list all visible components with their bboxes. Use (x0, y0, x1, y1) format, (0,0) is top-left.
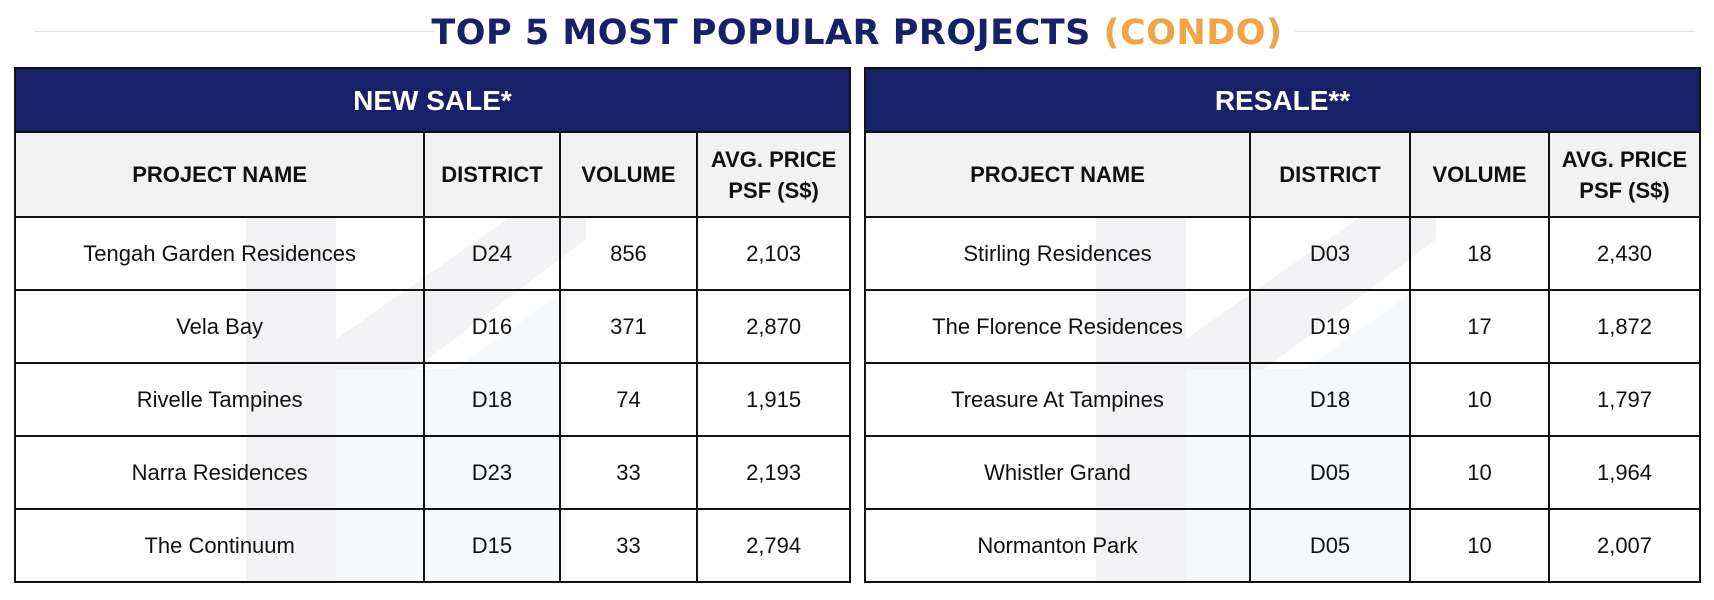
volume-cell: 33 (558, 508, 699, 581)
volume-cell: 10 (1409, 435, 1550, 510)
avg-price-cell: 2,794 (696, 508, 849, 581)
column-header-project-name: PROJECT NAME (16, 133, 426, 218)
volume-cell: 856 (558, 216, 699, 291)
project-name-cell: Normanton Park (866, 508, 1251, 581)
table-row: Rivelle Tampines D18 74 1,915 (16, 362, 849, 437)
project-name-cell: Whistler Grand (866, 435, 1251, 510)
district-cell: D19 (1249, 289, 1411, 364)
table-row: Whistler Grand D05 10 1,964 (866, 435, 1699, 510)
project-name-cell: Rivelle Tampines (16, 362, 426, 437)
district-cell: D23 (423, 435, 561, 510)
column-header-district: DISTRICT (423, 133, 561, 218)
column-header-district: DISTRICT (1249, 133, 1411, 218)
resale-table: PROJECT NAME DISTRICT VOLUME AVG. PRICE … (866, 133, 1699, 581)
page-title: TOP 5 MOST POPULAR PROJECTS (CONDO) (0, 10, 1714, 56)
column-header-avg-price-psf: AVG. PRICE PSF (S$) (696, 133, 849, 218)
avg-price-cell: 1,915 (696, 362, 849, 437)
column-header-project-name: PROJECT NAME (866, 133, 1251, 218)
district-cell: D18 (423, 362, 561, 437)
table-row: The Continuum D15 33 2,794 (16, 508, 849, 581)
project-name-cell: Vela Bay (16, 289, 426, 364)
volume-cell: 17 (1409, 289, 1550, 364)
avg-price-cell: 2,193 (696, 435, 849, 510)
volume-cell: 10 (1409, 508, 1550, 581)
title-row: TOP 5 MOST POPULAR PROJECTS (CONDO) (0, 0, 1714, 66)
table-row: Treasure At Tampines D18 10 1,797 (866, 362, 1699, 437)
volume-cell: 74 (558, 362, 699, 437)
column-header-volume: VOLUME (558, 133, 699, 218)
district-cell: D05 (1249, 435, 1411, 510)
avg-price-cell: 1,872 (1548, 289, 1699, 364)
avg-price-cell: 2,007 (1548, 508, 1699, 581)
avg-price-cell: 1,964 (1548, 435, 1699, 510)
project-name-cell: The Florence Residences (866, 289, 1251, 364)
project-name-cell: The Continuum (16, 508, 426, 581)
new-sale-panel: NEW SALE* PROJECT NAME DISTRICT VOLUME A… (14, 67, 851, 583)
project-name-cell: Tengah Garden Residences (16, 216, 426, 291)
new-sale-table: PROJECT NAME DISTRICT VOLUME AVG. PRICE … (16, 133, 849, 581)
title-divider-right (1295, 31, 1695, 32)
project-name-cell: Treasure At Tampines (866, 362, 1251, 437)
page-title-accent: (CONDO) (1103, 13, 1283, 53)
avg-price-cell: 1,797 (1548, 362, 1699, 437)
avg-price-cell: 2,870 (696, 289, 849, 364)
volume-cell: 18 (1409, 216, 1550, 291)
resale-panel: RESALE** PROJECT NAME DISTRICT VOLUME AV… (864, 67, 1701, 583)
avg-price-cell: 2,430 (1548, 216, 1699, 291)
column-header-volume: VOLUME (1409, 133, 1550, 218)
page-title-main: TOP 5 MOST POPULAR PROJECTS (431, 13, 1091, 53)
district-cell: D05 (1249, 508, 1411, 581)
district-cell: D15 (423, 508, 561, 581)
volume-cell: 371 (558, 289, 699, 364)
district-cell: D18 (1249, 362, 1411, 437)
volume-cell: 33 (558, 435, 699, 510)
table-header-row: PROJECT NAME DISTRICT VOLUME AVG. PRICE … (16, 133, 849, 218)
volume-cell: 10 (1409, 362, 1550, 437)
district-cell: D03 (1249, 216, 1411, 291)
table-row: Narra Residences D23 33 2,193 (16, 435, 849, 510)
district-cell: D24 (423, 216, 561, 291)
title-divider-left (34, 31, 434, 32)
table-row: Normanton Park D05 10 2,007 (866, 508, 1699, 581)
avg-price-cell: 2,103 (696, 216, 849, 291)
project-name-cell: Narra Residences (16, 435, 426, 510)
table-header-row: PROJECT NAME DISTRICT VOLUME AVG. PRICE … (866, 133, 1699, 218)
project-name-cell: Stirling Residences (866, 216, 1251, 291)
table-row: The Florence Residences D19 17 1,872 (866, 289, 1699, 364)
district-cell: D16 (423, 289, 561, 364)
resale-heading: RESALE** (866, 69, 1699, 133)
table-row: Tengah Garden Residences D24 856 2,103 (16, 216, 849, 291)
column-header-avg-price-psf: AVG. PRICE PSF (S$) (1548, 133, 1699, 218)
new-sale-heading: NEW SALE* (16, 69, 849, 133)
table-row: Stirling Residences D03 18 2,430 (866, 216, 1699, 291)
table-row: Vela Bay D16 371 2,870 (16, 289, 849, 364)
